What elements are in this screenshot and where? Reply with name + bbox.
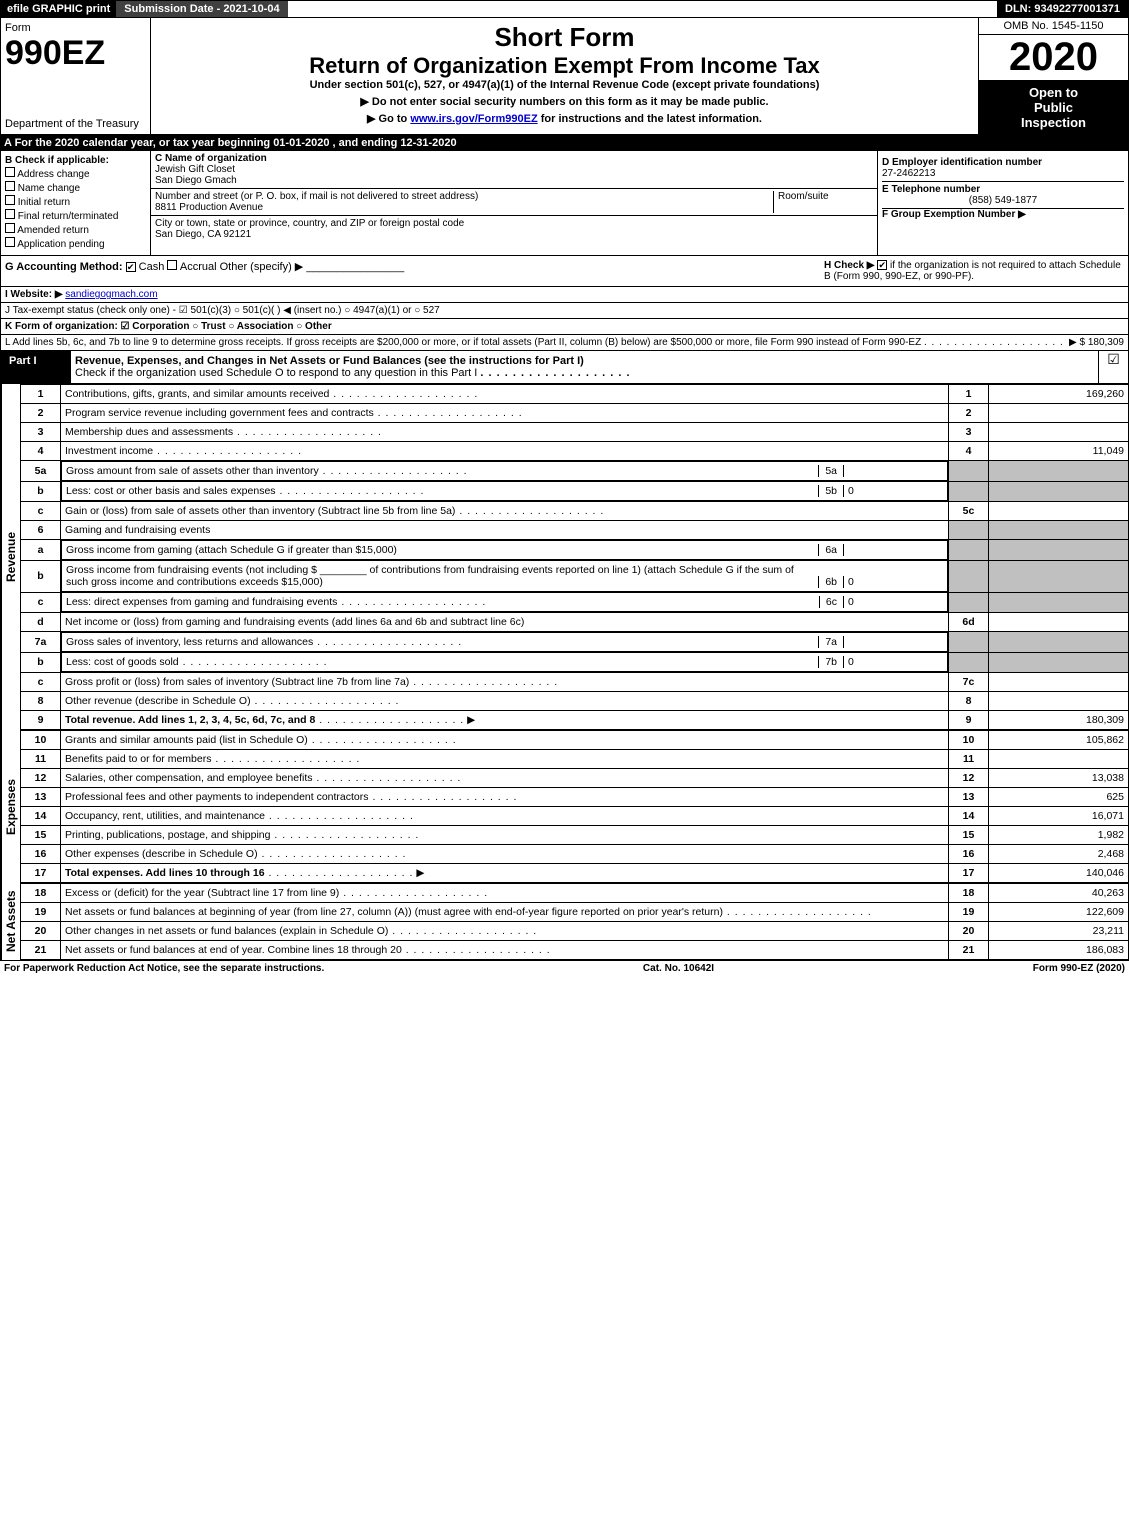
section-a: A For the 2020 calendar year, or tax yea… [0,135,1129,151]
efile-label[interactable]: efile GRAPHIC print [1,1,116,17]
netassets-label: Net Assets [1,883,20,960]
open-to-public: Open to Public Inspection [979,81,1128,134]
cb-address[interactable]: Address change [5,167,146,180]
tel-label: E Telephone number [882,184,1124,195]
revenue-section: Revenue 1Contributions, gifts, grants, a… [0,384,1129,730]
expenses-section: Expenses 10Grants and similar amounts pa… [0,730,1129,883]
section-b-title: B Check if applicable: [5,155,146,166]
room-label: Room/suite [773,191,873,213]
section-b: B Check if applicable: Address change Na… [1,151,151,255]
warn-line-1: ▶ Do not enter social security numbers o… [153,95,976,108]
short-form-title: Short Form [153,22,976,53]
part1-label: Part I [1,351,71,383]
footer-right: Form 990-EZ (2020) [1033,963,1125,974]
header-left: Form 990EZ Department of the Treasury [1,18,151,134]
cb-h[interactable] [877,260,887,270]
part1-check[interactable]: ☑ [1098,351,1128,383]
warn2-suffix: for instructions and the latest informat… [538,113,762,125]
netassets-section: Net Assets 18Excess or (deficit) for the… [0,883,1129,960]
expenses-table: 10Grants and similar amounts paid (list … [20,730,1129,883]
form-number: 990EZ [5,34,146,73]
i-label: I Website: ▶ [5,289,63,300]
under-section: Under section 501(c), 527, or 4947(a)(1)… [153,79,976,91]
ein-label: D Employer identification number [882,157,1124,168]
warn2-prefix: ▶ Go to [367,113,410,125]
open1: Open to [983,85,1124,100]
section-c: C Name of organization Jewish Gift Close… [151,151,878,255]
row-l: L Add lines 5b, 6c, and 7b to line 9 to … [0,335,1129,351]
h-label: H Check ▶ [824,260,874,271]
c-addr-label: Number and street (or P. O. box, if mail… [155,191,773,202]
row-j: J Tax-exempt status (check only one) - ☑… [0,303,1129,319]
top-bar: efile GRAPHIC print Submission Date - 20… [0,0,1129,18]
tel-value: (858) 549-1877 [882,195,1124,206]
return-title: Return of Organization Exempt From Incom… [153,53,976,79]
irs-link[interactable]: www.irs.gov/Form990EZ [410,113,537,125]
dots [924,337,1064,348]
org-addr: 8811 Production Avenue [155,202,773,213]
info-row: B Check if applicable: Address change Na… [0,151,1129,256]
dept-label: Department of the Treasury [5,118,146,130]
header-center: Short Form Return of Organization Exempt… [151,18,978,134]
cb-initial[interactable]: Initial return [5,195,146,208]
footer: For Paperwork Reduction Act Notice, see … [0,960,1129,976]
part1-title: Revenue, Expenses, and Changes in Net As… [71,351,1098,383]
org-city: San Diego, CA 92121 [155,229,873,240]
cb-pending[interactable]: Application pending [5,237,146,250]
group-label: F Group Exemption Number ▶ [882,209,1124,220]
dln-label: DLN: 93492277001371 [997,1,1128,17]
org-name-1: Jewish Gift Closet [155,164,873,175]
section-d: D Employer identification number 27-2462… [878,151,1128,255]
submission-date: Submission Date - 2021-10-04 [116,1,287,17]
form-label: Form [5,22,31,34]
cb-name[interactable]: Name change [5,181,146,194]
header-row: Form 990EZ Department of the Treasury Sh… [0,18,1129,135]
year-label: 2020 [979,35,1128,81]
warn-line-2: ▶ Go to www.irs.gov/Form990EZ for instru… [153,112,976,125]
cb-final[interactable]: Final return/terminated [5,209,146,222]
ein-value: 27-2462213 [882,168,1124,179]
open2: Public [983,100,1124,115]
cb-cash[interactable] [126,262,136,272]
netassets-table: 18Excess or (deficit) for the year (Subt… [20,883,1129,960]
footer-left: For Paperwork Reduction Act Notice, see … [4,963,324,974]
revenue-label: Revenue [1,384,20,730]
cb-accrual[interactable] [167,260,177,270]
revenue-table: 1Contributions, gifts, grants, and simil… [20,384,1129,730]
c-name-label: C Name of organization [155,153,873,164]
c-city-label: City or town, state or province, country… [155,218,873,229]
omb-label: OMB No. 1545-1150 [979,18,1128,35]
part1-header: Part I Revenue, Expenses, and Changes in… [0,351,1129,384]
l-amount: ▶ $ 180,309 [1069,337,1124,348]
org-name-2: San Diego Gmach [155,175,873,186]
open3: Inspection [983,115,1124,130]
row-i: I Website: ▶ sandiegogmach.com [0,287,1129,303]
header-right: OMB No. 1545-1150 2020 Open to Public In… [978,18,1128,134]
website-link[interactable]: sandiegogmach.com [65,289,157,300]
row-g: G Accounting Method: Cash Accrual Other … [0,256,1129,287]
footer-mid: Cat. No. 10642I [643,963,714,974]
expenses-label: Expenses [1,730,20,883]
top-spacer [288,7,997,11]
l-text: L Add lines 5b, 6c, and 7b to line 9 to … [5,337,921,348]
g-label: G Accounting Method: [5,261,123,273]
cb-amended[interactable]: Amended return [5,223,146,236]
row-k: K Form of organization: ☑ Corporation ○ … [0,319,1129,335]
